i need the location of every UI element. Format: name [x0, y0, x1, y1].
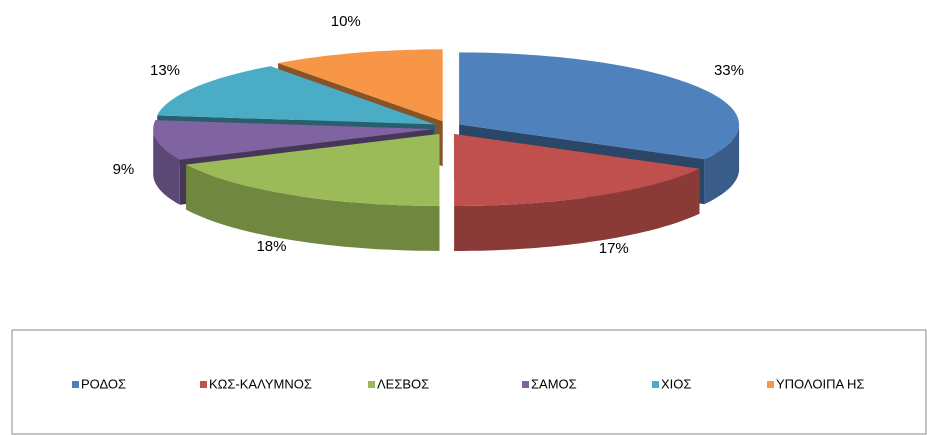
- legend-label: ΡΟΔΟΣ: [81, 376, 126, 391]
- slice: [186, 133, 440, 206]
- value-label: 9%: [113, 161, 135, 178]
- legend-label: ΛΕΣΒΟΣ: [377, 376, 429, 391]
- pie-tops: [153, 49, 739, 206]
- legend-swatch: [200, 381, 207, 388]
- legend-swatch: [522, 381, 529, 388]
- legend-swatch: [368, 381, 375, 388]
- legend-swatch: [767, 381, 774, 388]
- legend-swatch: [652, 381, 659, 388]
- value-label: 17%: [599, 240, 629, 257]
- legend-label: ΚΩΣ-ΚΑΛΥΜΝΟΣ: [209, 376, 312, 391]
- legend-label: ΣΑΜΟΣ: [531, 376, 577, 391]
- legend: ΡΟΔΟΣ ΚΩΣ-ΚΑΛΥΜΝΟΣ ΛΕΣΒΟΣ ΣΑΜΟΣ ΧΙΟΣ ΥΠΟΛΟΙΠΑ…: [72, 376, 864, 391]
- value-label: 18%: [256, 238, 286, 255]
- slice: [454, 134, 700, 206]
- slice: [459, 52, 739, 160]
- labels: 33% 17% 18% 9% 13% 10%: [113, 13, 744, 257]
- value-label: 33%: [714, 62, 744, 79]
- value-label: 13%: [150, 62, 180, 79]
- slice: [278, 49, 443, 122]
- slice-wall: [153, 129, 180, 205]
- slice: [157, 66, 435, 125]
- legend-swatch: [72, 381, 79, 388]
- slice-wall: [454, 168, 700, 251]
- legend-label: ΥΠΟΛΟΙΠΑ ΗΣ: [776, 376, 864, 391]
- slice-wall: [186, 164, 440, 251]
- legend-label: ΧΙΟΣ: [661, 376, 691, 391]
- value-label: 10%: [331, 13, 361, 30]
- slice: [153, 120, 434, 160]
- slice-wall: [704, 124, 740, 205]
